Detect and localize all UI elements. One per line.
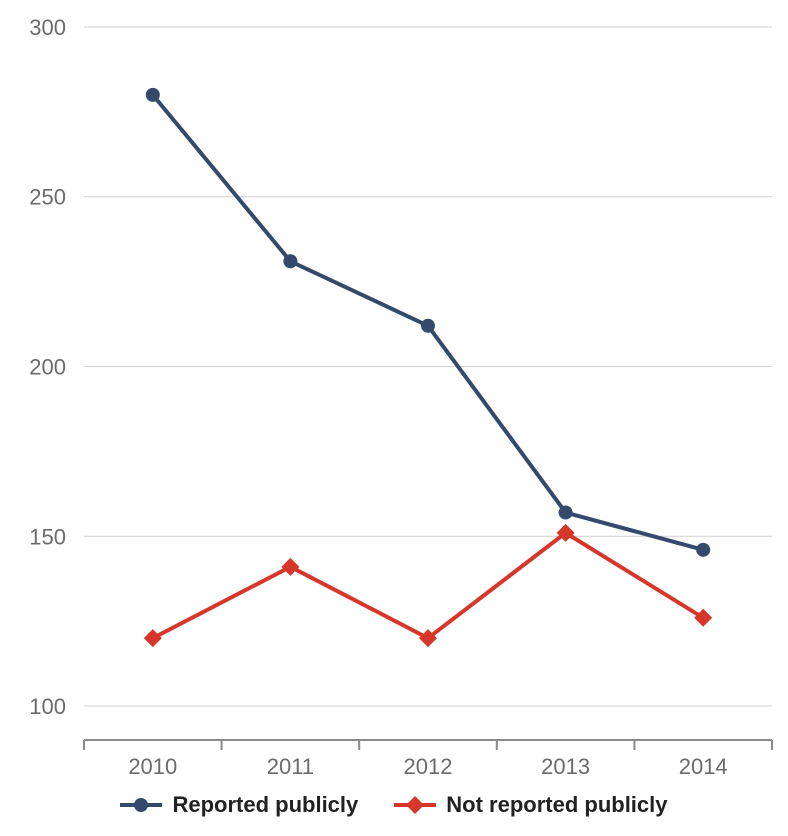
legend-label: Not reported publicly: [446, 792, 667, 818]
line-chart: 100 150 200 250 300 2010 2011 2012 2013 2014 Repo…: [0, 0, 788, 836]
svg-text:2010: 2010: [128, 754, 177, 779]
svg-text:250: 250: [29, 185, 66, 210]
svg-text:150: 150: [29, 524, 66, 549]
svg-text:300: 300: [29, 15, 66, 40]
legend-item-not-reported: Not reported publicly: [394, 792, 667, 818]
legend-item-reported: Reported publicly: [120, 792, 358, 818]
svg-text:100: 100: [29, 694, 66, 719]
svg-text:200: 200: [29, 355, 66, 380]
svg-text:2014: 2014: [679, 754, 728, 779]
svg-text:2011: 2011: [267, 754, 314, 779]
svg-text:2012: 2012: [404, 754, 453, 779]
chart-canvas: 100 150 200 250 300 2010 2011 2012 2013 2014: [0, 0, 788, 836]
legend: Reported publicly Not reported publicly: [0, 792, 788, 818]
svg-text:2013: 2013: [541, 754, 590, 779]
legend-swatch-not-reported: [394, 796, 436, 814]
legend-label: Reported publicly: [172, 792, 358, 818]
legend-swatch-reported: [120, 796, 162, 814]
